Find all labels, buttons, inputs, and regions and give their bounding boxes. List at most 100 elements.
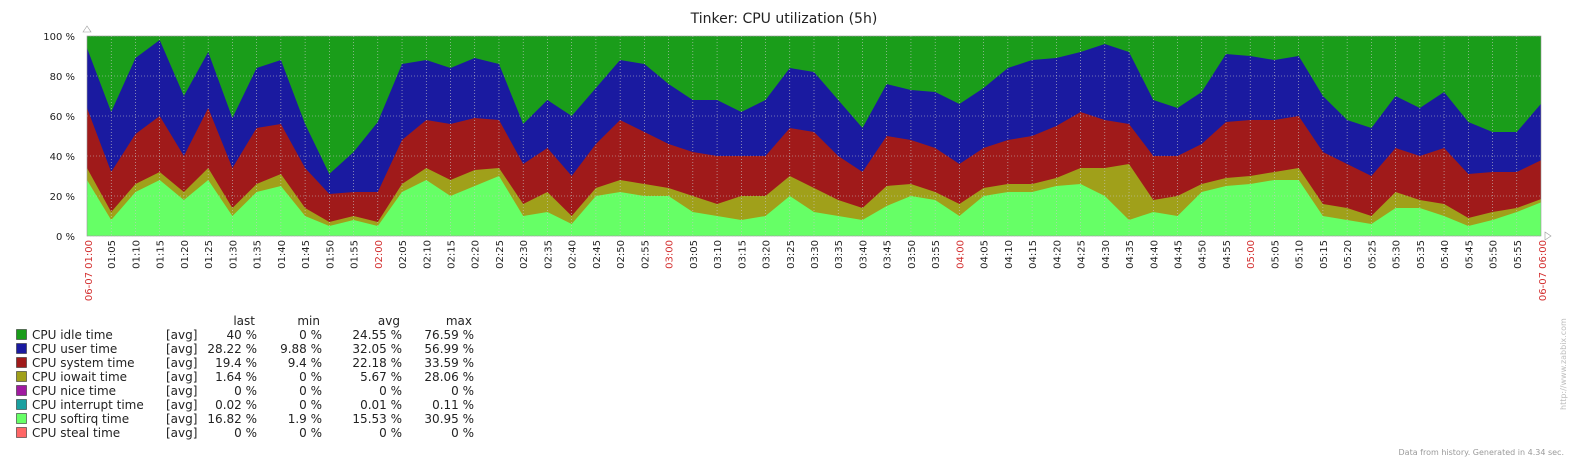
legend-series-name: CPU interrupt time — [32, 398, 144, 412]
x-tick-label: 04:35 — [1125, 240, 1136, 269]
legend-value: 16.82 % — [207, 412, 257, 426]
x-tick-label: 03:50 — [907, 240, 918, 269]
x-tick-label: 05:35 — [1416, 240, 1427, 269]
x-tick-label: 05:30 — [1392, 240, 1403, 269]
chart-title: Tinker: CPU utilization (5h) — [690, 11, 878, 27]
x-tick-label: 01:35 — [253, 240, 264, 269]
x-tick-label: 01:15 — [156, 240, 167, 269]
legend-swatch — [16, 343, 27, 354]
x-tick-label: 01:20 — [180, 240, 191, 269]
x-tick-label: 04:45 — [1174, 240, 1185, 269]
y-tick-label: 0 % — [56, 232, 75, 243]
x-tick-label: 02:30 — [519, 240, 530, 269]
footer-note: Data from history. Generated in 4.34 sec… — [1399, 448, 1564, 457]
legend-value: 0 % — [379, 384, 402, 398]
legend-value: 15.53 % — [352, 412, 402, 426]
x-tick-label: 03:20 — [762, 240, 773, 269]
y-tick-label: 100 % — [43, 32, 75, 43]
legend-series-name: CPU nice time — [32, 384, 116, 398]
x-axis-arrow — [1544, 231, 1552, 241]
x-tick-label: 03:05 — [689, 240, 700, 269]
x-tick-label: 04:50 — [1198, 240, 1209, 269]
legend-swatch — [16, 329, 27, 340]
x-tick-label: 01:05 — [107, 240, 118, 269]
area-cpu-softirq-time — [87, 176, 1541, 236]
legend-value: 76.59 % — [424, 328, 474, 342]
x-tick-label: 04:30 — [1101, 240, 1112, 269]
legend-header-min: min — [297, 314, 320, 328]
x-tick-label: 02:15 — [447, 240, 458, 269]
legend-func: [avg] — [166, 356, 197, 370]
zabbix-url-watermark: http://www.zabbix.com — [1559, 318, 1568, 410]
x-tick-label: 04:10 — [1004, 240, 1015, 269]
legend-value: 0.11 % — [432, 398, 474, 412]
x-tick-label: 05:15 — [1319, 240, 1330, 269]
x-tick-label: 05:25 — [1367, 240, 1378, 269]
x-tick-label: 02:20 — [471, 240, 482, 269]
legend-header-avg: avg — [378, 314, 400, 328]
x-tick-label: 01:55 — [350, 240, 361, 269]
x-tick-label: 03:10 — [713, 240, 724, 269]
plot-frame — [86, 35, 1542, 237]
x-tick-label: 02:55 — [640, 240, 651, 269]
x-tick-label: 04:55 — [1222, 240, 1233, 269]
x-axis: 01:05 01:10 01:15 01:20 01:25 01:30 01:35 01:40… — [107, 240, 1524, 269]
x-tick-label: 02:05 — [398, 240, 409, 269]
x-tick-label: 03:00 — [665, 240, 676, 269]
x-tick-label: 01:10 — [131, 240, 142, 269]
x-tick-label: 05:50 — [1489, 240, 1500, 269]
legend-value: 0 % — [299, 398, 322, 412]
legend-swatch — [16, 385, 27, 396]
legend-value: 0 % — [299, 384, 322, 398]
x-tick-label: 05:40 — [1440, 240, 1451, 269]
legend-func: [avg] — [166, 398, 197, 412]
y-tick-label: 60 % — [50, 112, 75, 123]
x-tick-label: 03:15 — [737, 240, 748, 269]
x-start-label: 06-07 01:00 — [84, 240, 95, 301]
x-tick-label: 01:30 — [228, 240, 239, 269]
x-tick-label: 02:10 — [422, 240, 433, 269]
x-tick-label: 04:20 — [1052, 240, 1063, 269]
y-tick-label: 40 % — [50, 152, 75, 163]
legend-swatch — [16, 371, 27, 382]
legend-value: 9.4 % — [288, 356, 322, 370]
legend-func: [avg] — [166, 342, 197, 356]
legend-value: 1.64 % — [215, 370, 257, 384]
x-tick-label: 03:25 — [786, 240, 797, 269]
x-tick-label: 01:45 — [301, 240, 312, 269]
legend-value: 32.05 % — [352, 342, 402, 356]
x-tick-label: 04:40 — [1149, 240, 1160, 269]
legend-func: [avg] — [166, 370, 197, 384]
grid — [82, 25, 1552, 241]
x-tick-label: 02:00 — [374, 240, 385, 269]
legend-func: [avg] — [166, 328, 197, 342]
legend-series-name: CPU softirq time — [32, 412, 129, 426]
legend-header-max: max — [446, 314, 472, 328]
x-tick-label: 02:35 — [543, 240, 554, 269]
legend-value: 28.06 % — [424, 370, 474, 384]
legend-value: 0 % — [234, 426, 257, 440]
legend-series-name: CPU steal time — [32, 426, 120, 440]
x-tick-label: 03:40 — [858, 240, 869, 269]
legend-value: 0 % — [299, 370, 322, 384]
legend-value: 9.88 % — [280, 342, 322, 356]
legend-value: 28.22 % — [207, 342, 257, 356]
legend-value: 1.9 % — [288, 412, 322, 426]
legend-value: 0 % — [451, 426, 474, 440]
y-tick-label: 80 % — [50, 72, 75, 83]
x-tick-label: 01:50 — [325, 240, 336, 269]
legend-value: 0.01 % — [360, 398, 402, 412]
x-tick-label: 05:20 — [1343, 240, 1354, 269]
legend-func: [avg] — [166, 426, 197, 440]
legend-series-name: CPU iowait time — [32, 370, 127, 384]
legend-value: 30.95 % — [424, 412, 474, 426]
x-tick-label: 03:35 — [834, 240, 845, 269]
x-tick-label: 02:25 — [495, 240, 506, 269]
x-tick-label: 05:45 — [1464, 240, 1475, 269]
legend-series-name: CPU idle time — [32, 328, 113, 342]
x-tick-label: 01:40 — [277, 240, 288, 269]
x-tick-label: 05:05 — [1270, 240, 1281, 269]
legend-series-name: CPU user time — [32, 342, 117, 356]
x-tick-label: 02:40 — [568, 240, 579, 269]
